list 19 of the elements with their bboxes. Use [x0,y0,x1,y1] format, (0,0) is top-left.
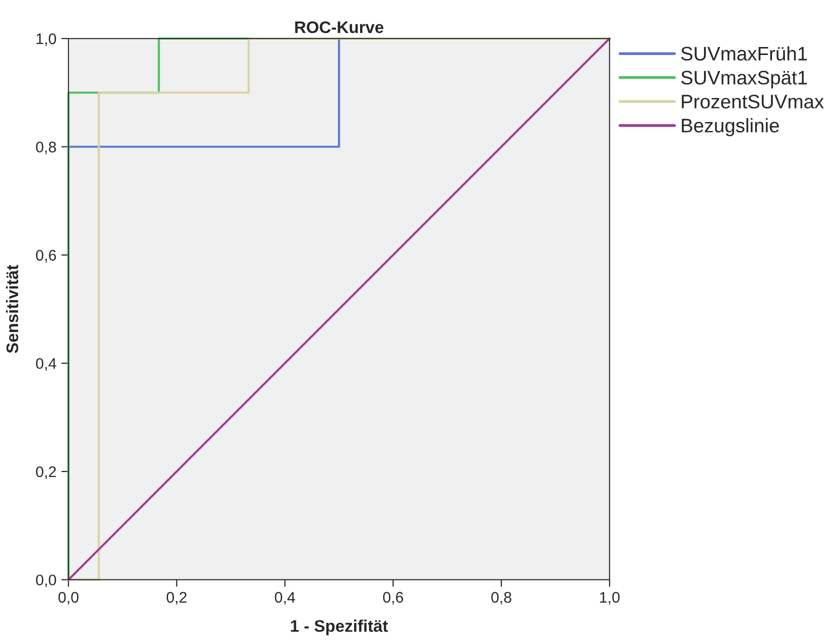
y-tick-label: 0,0 [36,574,56,588]
legend-label: SUVmaxFrüh1 [681,46,807,61]
legend-label: ProzentSUVmax [682,94,824,108]
x-tick-label: 0,8 [491,592,512,605]
x-tick-label: 0,2 [166,592,187,605]
legend-label: SUVmaxSpät1 [681,70,807,88]
y-tick-label: 0,6 [36,250,56,262]
x-tick-label: 0,0 [58,592,78,605]
legend-label: Bezugslinie [682,118,779,136]
x-tick-label: 0,6 [383,592,404,605]
chart-title: ROC-Kurve [295,21,384,34]
x-tick-label: 1,0 [600,592,620,605]
x-tick-label: 0,4 [274,592,296,605]
y-tick-label: 0,8 [36,142,56,154]
y-tick-label: 0,4 [36,358,56,371]
y-axis-title: Sensitivität [6,264,18,354]
y-tick-label: 0,2 [36,466,56,479]
x-axis-title: 1 - Spezifität [290,620,388,636]
y-tick-label: 1,0 [36,33,56,46]
